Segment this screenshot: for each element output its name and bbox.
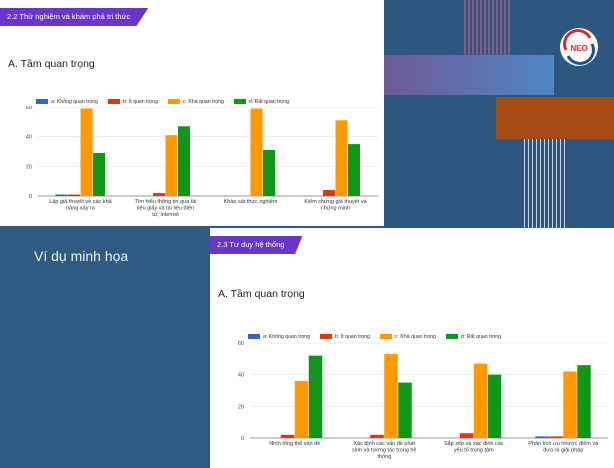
legend-item: c: Khá quan trọng [379, 334, 436, 340]
legend-item: d: Rất quan trọng [445, 334, 501, 340]
bar [80, 108, 93, 196]
x-tick-label: Nhìn tổng thể vấn đề [269, 440, 320, 447]
y-tick-label: 20 [26, 164, 32, 170]
bar [178, 126, 190, 196]
bar [459, 433, 474, 438]
logo: NEO [560, 28, 598, 66]
bar [165, 135, 178, 196]
logo-text: NEO [570, 44, 587, 53]
legend-swatch [108, 99, 121, 105]
legend-item: a: Không quan trọng [36, 99, 98, 105]
section-heading: A. Tầm quan trọng [218, 288, 305, 300]
slide-panel-exploration: 2.2 Thử nghiệm và khám phá tri thức A. T… [0, 0, 384, 226]
bar [263, 150, 275, 196]
bar [280, 434, 295, 438]
y-tick-label: 0 [241, 436, 244, 442]
bar [487, 374, 502, 438]
x-tick-label: Khảo sát thực nghiệm [224, 199, 278, 205]
y-tick-label: 20 [238, 404, 244, 410]
legend-item: d: Rất quan trọng [233, 99, 289, 105]
bar [250, 108, 263, 196]
legend-item: b: Ít quan trọng [320, 334, 370, 340]
bar [93, 152, 105, 196]
section-tag: 2.3 Tư duy hệ thống [210, 236, 303, 254]
bar [384, 354, 398, 438]
x-tick-label: Xác định các vấn đề phát sinh và tương tá… [352, 441, 416, 460]
legend-swatch [36, 99, 48, 105]
chart-legend: a: Không quan trọng b: Ít quan trọng c: … [248, 334, 501, 340]
legend-swatch [167, 99, 180, 105]
slide-panel-systems-thinking: 2.3 Tư duy hệ thống A. Tầm quan trọng a:… [210, 228, 614, 468]
x-tick-label: Phân tích ưu nhược điểm và đưa ra giải ph… [528, 440, 599, 454]
bar [549, 436, 563, 438]
y-tick-label: 40 [26, 135, 32, 141]
bar [473, 363, 488, 438]
x-tick-label: Kiểm chứng giả thuyết và chứng minh [304, 198, 367, 212]
legend-item: a: Không quan trọng [248, 334, 310, 340]
bar [348, 144, 360, 196]
chart-legend: a: Không quan trọng b: Ít quan trọng c: … [36, 99, 289, 105]
section-heading: A. Tầm quan trọng [8, 58, 95, 70]
y-tick-label: 60 [238, 341, 244, 347]
bar [294, 381, 309, 438]
bar [323, 190, 335, 196]
y-tick-label: 0 [29, 194, 32, 200]
x-tick-label: Lập giả thuyết về các khả năng xảy ra [49, 199, 112, 212]
bar-chart: 0 20 40 60 Lập giả thuyết về các khả năng xảy… [26, 106, 378, 218]
bar [335, 120, 348, 196]
bar [370, 434, 384, 438]
bar-chart: 0 20 40 60 Nhìn tổng thể vấn đề Xác định các … [238, 341, 608, 460]
example-label: Ví dụ minh họa [34, 248, 129, 264]
y-tick-label: 60 [26, 106, 32, 111]
bar [563, 371, 577, 438]
bar [398, 382, 412, 438]
bar [577, 365, 591, 438]
y-tick-label: 40 [238, 373, 244, 379]
bar [535, 436, 549, 438]
x-tick-label: Tìm hiểu thông tin qua tài liệu giấy và t… [134, 198, 196, 218]
section-tag: 2.2 Thử nghiệm và khám phá tri thức [0, 8, 149, 26]
bar [68, 194, 80, 196]
legend-item: c: Khá quan trọng [167, 99, 224, 105]
legend-item: b: Ít quan trọng [108, 99, 158, 105]
x-tick-label: Sắp xếp và xác định các yếu tố trọng tâm [444, 440, 504, 454]
bar [153, 193, 165, 196]
legend-swatch [320, 334, 333, 340]
legend-swatch [379, 334, 392, 340]
bar [308, 355, 323, 438]
legend-swatch [233, 99, 246, 105]
bar [55, 194, 68, 196]
legend-swatch [445, 334, 458, 340]
legend-swatch [248, 334, 260, 340]
